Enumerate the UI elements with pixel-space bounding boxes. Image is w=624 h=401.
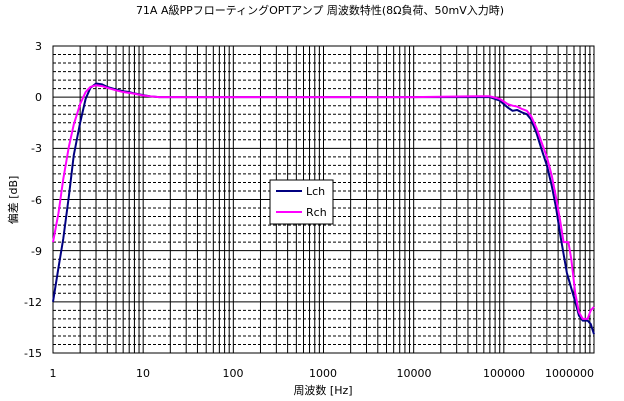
y-tick-label: -15 <box>24 347 42 360</box>
legend: Lch Rch <box>269 179 334 225</box>
x-tick-label: 100 <box>223 367 244 380</box>
y-tick-label: -12 <box>24 296 42 309</box>
legend-label-rch: Rch <box>306 206 327 219</box>
x-axis-title: 周波数 [Hz] <box>293 384 352 397</box>
x-tick-label: 1000 <box>309 367 337 380</box>
chart-title: 71A A級PPフローティングOPTアンプ 周波数特性(8Ω負荷、50mV入力時… <box>136 3 504 17</box>
y-tick-label: 0 <box>35 91 42 104</box>
x-tick-label: 10 <box>136 367 150 380</box>
y-tick-label: -6 <box>31 194 42 207</box>
grid <box>53 46 594 353</box>
legend-label-lch: Lch <box>306 185 325 198</box>
y-tick-label: -3 <box>31 142 42 155</box>
series-lines <box>52 82 595 335</box>
x-tick-label: 1000000 <box>545 367 594 380</box>
x-tick-label: 10000 <box>397 367 432 380</box>
y-axis-title: 偏差 [dB] <box>6 176 20 225</box>
y-tick-labels: 3 0 -3 -6 -9 -12 -15 <box>24 40 42 360</box>
series-line-rch <box>52 84 595 320</box>
x-tick-label: 100000 <box>483 367 525 380</box>
legend-box <box>269 179 334 225</box>
y-tick-label: -9 <box>31 245 42 258</box>
y-tick-label: 3 <box>35 40 42 53</box>
x-tick-labels: 1 10 100 1000 10000 100000 1000000 <box>50 367 595 380</box>
x-tick-label: 1 <box>50 367 57 380</box>
